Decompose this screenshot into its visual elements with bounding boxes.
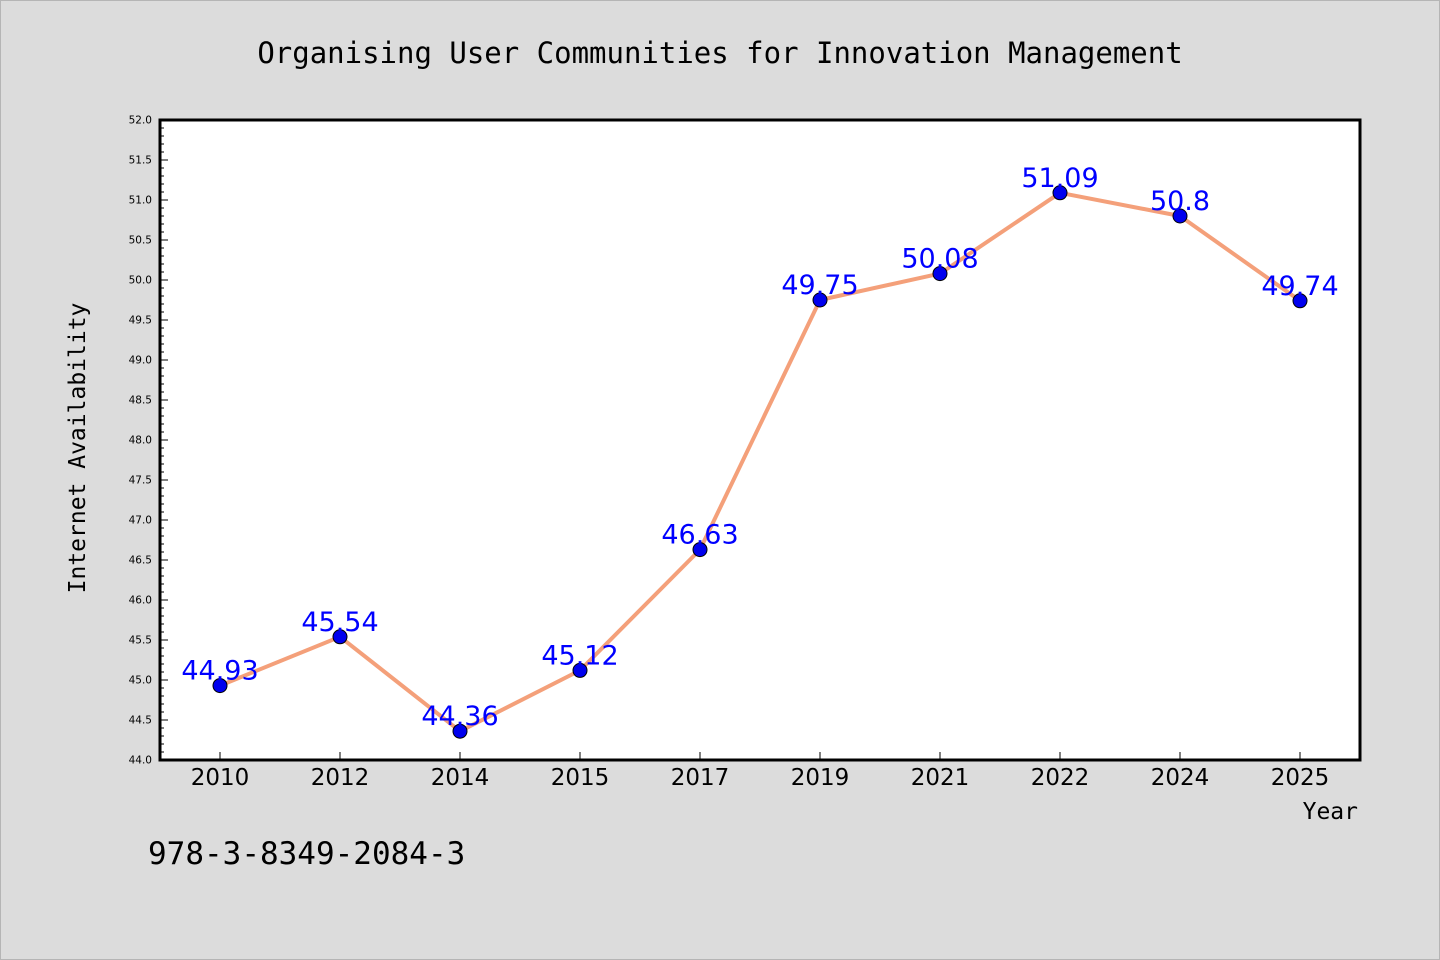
data-label: 45.12: [541, 640, 618, 671]
y-tick-label: 45.5: [129, 635, 152, 647]
y-tick-label: 47.0: [129, 515, 152, 527]
data-point: [1172, 208, 1188, 224]
x-tick-label: 2025: [1271, 765, 1330, 791]
data-label: 45.54: [301, 607, 378, 638]
y-tick-label: 51.5: [129, 155, 152, 167]
y-axis-label: Internet Availability: [65, 303, 91, 594]
y-tick-label: 48.5: [129, 395, 152, 407]
data-label: 50.08: [901, 244, 978, 275]
y-tick-label: 52.0: [129, 115, 152, 127]
y-tick-label: 45.0: [129, 675, 152, 687]
series-layer: 44.93 45.54 44.36 45.12 46.63 49.75 50.08 51.09…: [181, 163, 1339, 739]
y-tick-label: 48.0: [129, 435, 152, 447]
x-tick-label: 2019: [791, 765, 850, 791]
data-point: [812, 292, 828, 308]
x-tick-label: 2015: [551, 765, 610, 791]
x-tick-label: 2024: [1151, 765, 1210, 791]
y-tick-label: 50.0: [129, 275, 152, 287]
series-line: [218, 190, 1302, 734]
data-label: 50.8: [1150, 186, 1210, 217]
data-point: [332, 629, 348, 645]
data-label: 44.36: [421, 701, 498, 732]
x-tick-label: 2010: [191, 765, 250, 791]
data-label: 51.09: [1021, 163, 1098, 194]
data-point: [1052, 185, 1068, 201]
data-label: 46.63: [661, 520, 738, 551]
x-tick-label: 2017: [671, 765, 730, 791]
data-point: [692, 542, 708, 558]
y-tick-label: 47.5: [129, 475, 152, 487]
x-axis-ticks: 2010 2012 2014 2015 2017 2019 2021 2022 2024 2025: [191, 752, 1330, 791]
x-tick-label: 2014: [431, 765, 490, 791]
data-point: [212, 678, 228, 694]
data-label: 49.75: [781, 270, 858, 301]
data-point: [452, 723, 468, 739]
x-axis-label: Year: [1303, 799, 1358, 825]
y-tick-label: 44.5: [129, 715, 152, 727]
data-point: [1292, 293, 1308, 309]
footer-isbn: 978-3-8349-2084-3: [148, 836, 465, 872]
x-tick-label: 2021: [911, 765, 970, 791]
x-tick-label: 2012: [311, 765, 370, 791]
data-point: [932, 266, 948, 282]
y-tick-label: 50.5: [129, 235, 152, 247]
chart-title: Organising User Communities for Innovati…: [257, 36, 1182, 70]
y-tick-label: 46.0: [129, 595, 152, 607]
y-tick-label: 49.5: [129, 315, 152, 327]
y-tick-label: 49.0: [129, 355, 152, 367]
y-tick-label: 46.5: [129, 555, 152, 567]
y-tick-label: 44.0: [129, 755, 152, 767]
y-axis-ticks: 44.0 44.5 45.0 45.5 46.0 46.5 47.0 47.5 48.0 48.5…: [129, 115, 168, 767]
x-tick-label: 2022: [1031, 765, 1090, 791]
data-label: 49.74: [1261, 271, 1338, 302]
data-label: 44.93: [181, 656, 258, 687]
y-tick-label: 51.0: [129, 195, 152, 207]
data-point: [572, 662, 588, 678]
